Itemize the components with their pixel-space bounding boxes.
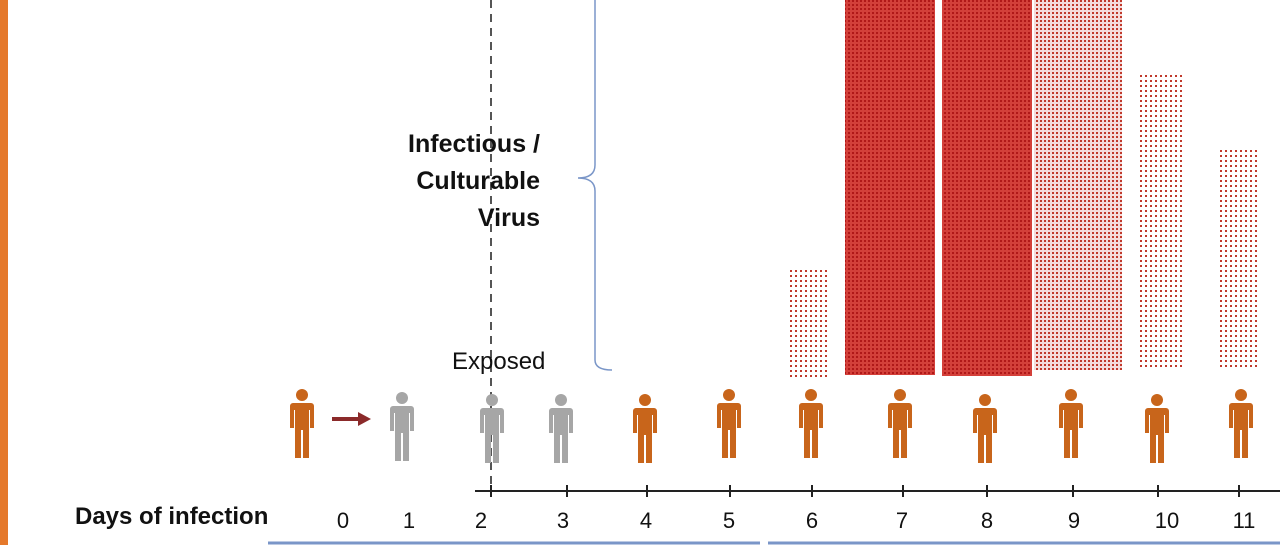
virus-bar	[1137, 75, 1183, 370]
day-label: 2	[475, 508, 487, 533]
day-label: 1	[403, 508, 415, 533]
label-line: Infectious /	[408, 130, 540, 158]
virus-bar	[845, 0, 935, 375]
person	[633, 394, 657, 463]
person	[390, 392, 414, 461]
person	[888, 389, 912, 458]
day-label: 3	[557, 508, 569, 533]
day-label: 6	[806, 508, 818, 533]
label-line: Virus	[478, 204, 540, 232]
day-label: 8	[981, 508, 993, 533]
axis-title: Days of infection	[75, 503, 268, 530]
virus-bar	[790, 268, 828, 378]
day-label: 10	[1155, 508, 1179, 533]
arrow	[332, 412, 371, 426]
virus-bar	[942, 0, 1032, 376]
person	[1145, 394, 1169, 463]
day-label: 5	[723, 508, 735, 533]
person	[799, 389, 823, 458]
axis-ticks	[490, 485, 1240, 497]
virus-bar	[1218, 150, 1258, 370]
virus-bar	[1034, 0, 1122, 370]
label-line: Culturable	[416, 167, 540, 195]
day-label: 11	[1233, 508, 1256, 533]
day-label: 9	[1068, 508, 1080, 533]
side-border	[0, 0, 8, 545]
day-label: 7	[896, 508, 908, 533]
day-label: 4	[640, 508, 652, 533]
day-label: 0	[337, 508, 349, 533]
day-labels: 0 1 2 3 4 5 6 7 8 9 10 11	[337, 508, 1256, 533]
person	[290, 389, 314, 458]
person	[1229, 389, 1253, 458]
person	[1059, 389, 1083, 458]
people-grey	[390, 392, 573, 463]
person	[549, 394, 573, 463]
exposed-label: Exposed	[452, 348, 545, 375]
people	[290, 389, 1253, 463]
brace	[577, 0, 613, 371]
person	[973, 394, 997, 463]
person	[717, 389, 741, 458]
